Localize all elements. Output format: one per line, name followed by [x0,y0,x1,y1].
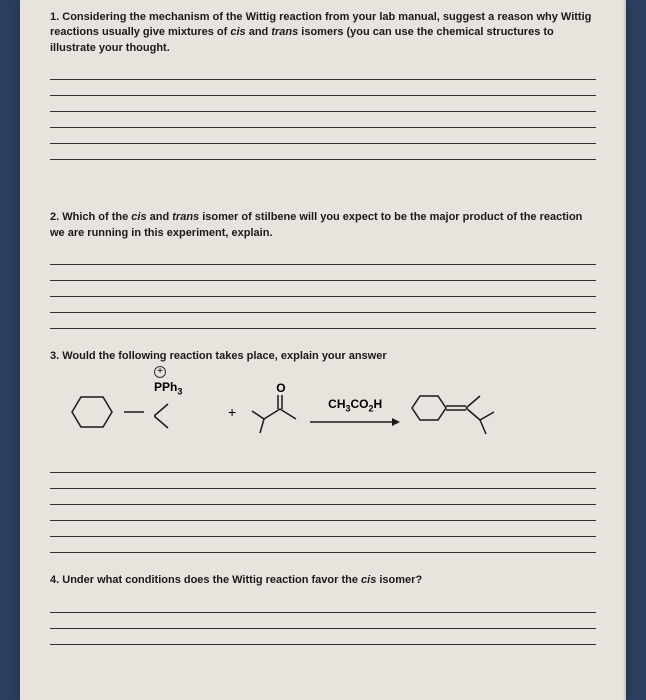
question-2-text: 2. Which of the cis and trans isomer of … [50,210,596,241]
q4-b: isomer? [376,574,422,586]
q1-answer-lines [50,64,596,160]
q3-text: Would the following reaction takes place… [62,350,386,362]
pph3-label: PPh3 [154,380,182,396]
plus-charge-icon: + [154,366,166,378]
q3-answer-lines [50,457,596,553]
q2-a: Which of the [62,211,131,223]
q3-num: 3. [50,350,59,362]
question-1-text: 1. Considering the mechanism of the Witt… [50,10,596,56]
ylide-group: + PPh3 [154,384,214,441]
q1-num: 1. [50,11,59,23]
q4-a: Under what conditions does the Wittig re… [62,574,361,586]
q4-num: 4. [50,574,59,586]
reaction-scheme: + PPh3 + O [50,372,596,457]
bond-line [124,407,144,417]
q2-b: and [147,211,173,223]
q4-answer-lines [50,597,596,645]
q2-num: 2. [50,211,59,223]
plus-sign: + [228,404,236,420]
arrow-reagent-label: CH3CO2H [328,397,382,413]
page-shadow [623,0,626,700]
q1-trans: trans [271,26,298,38]
q2-cis: cis [131,211,146,223]
ketone-structure: O [250,387,300,437]
oxygen-label: O [276,381,285,395]
reaction-arrow: CH3CO2H [310,397,400,427]
question-3-text: 3. Would the following reaction takes pl… [50,349,596,364]
cyclohexane-icon [70,393,114,431]
q1-cis: cis [230,26,245,38]
product-structure [410,382,500,442]
question-4-text: 4. Under what conditions does the Wittig… [50,573,596,588]
q1-b: and [246,26,272,38]
q2-answer-lines [50,249,596,329]
q4-cis: cis [361,574,376,586]
q2-trans: trans [172,211,199,223]
worksheet-page: 1. Considering the mechanism of the Witt… [20,0,626,700]
